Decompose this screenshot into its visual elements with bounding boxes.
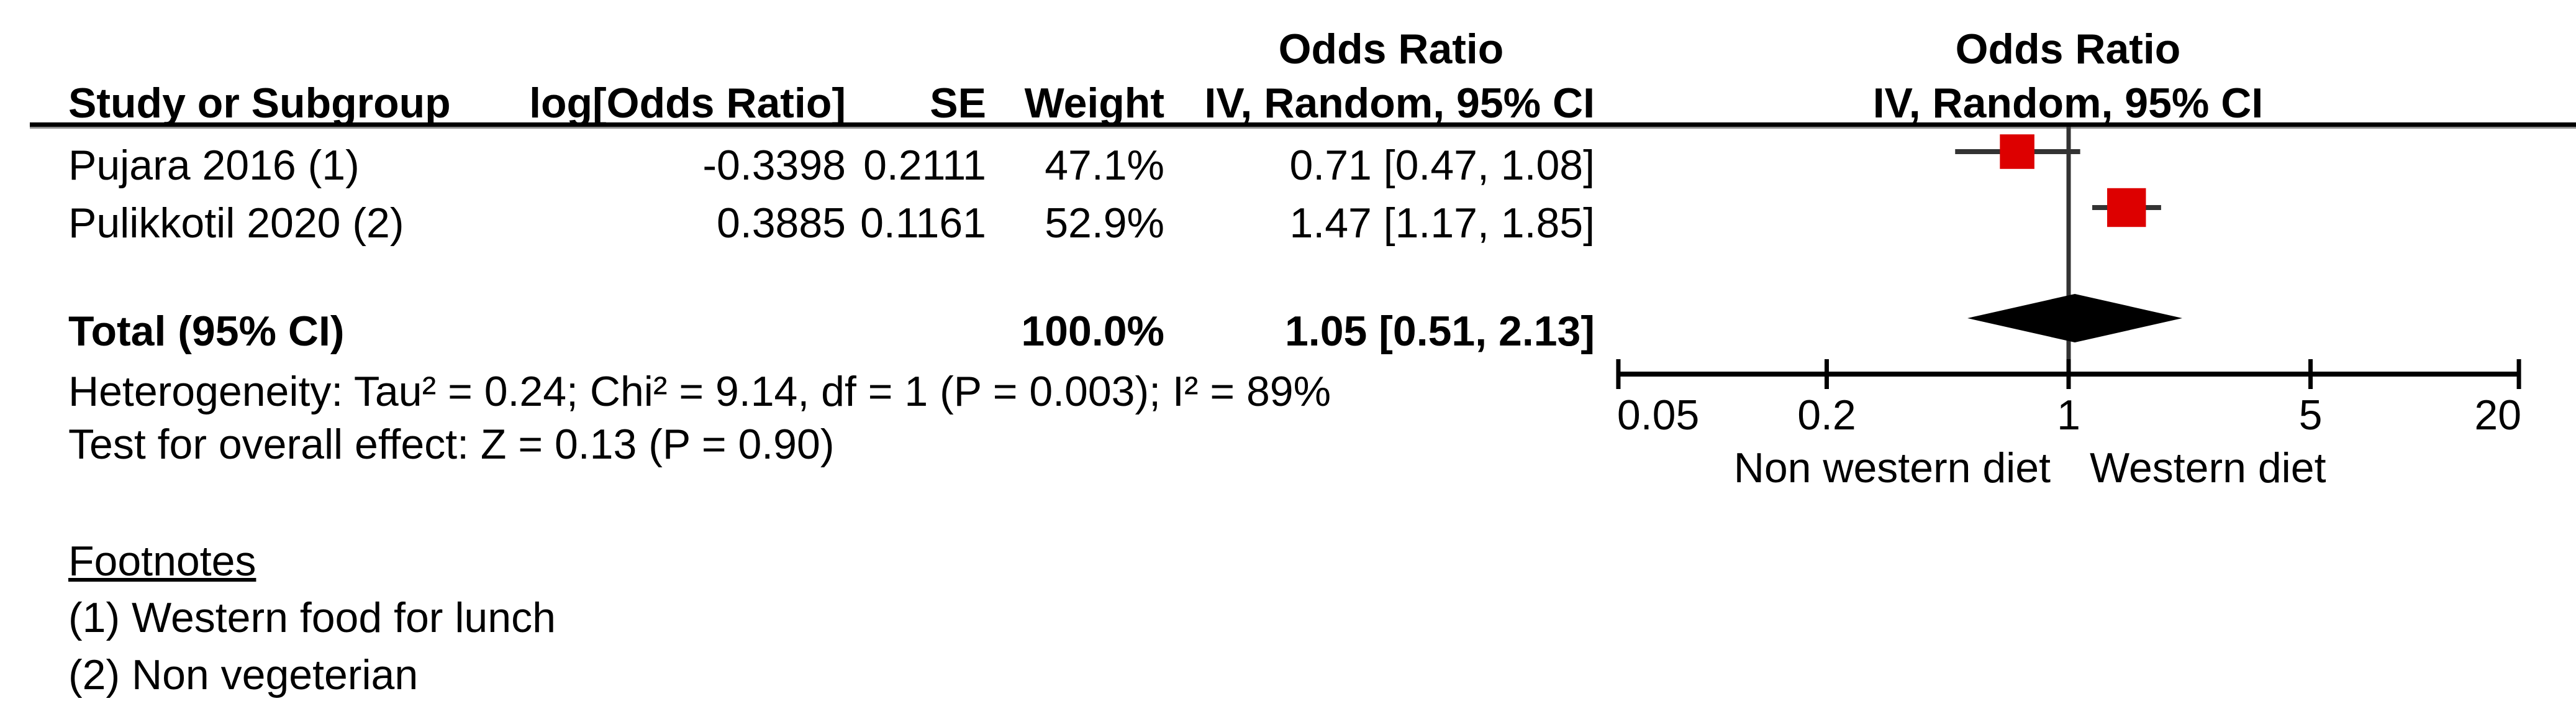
study-log-or: -0.3398 — [702, 142, 846, 189]
axis-tick-label: 20 — [2474, 392, 2521, 439]
study-name: Pujara 2016 (1) — [68, 142, 360, 189]
study-ci: 0.71 [0.47, 1.08] — [1289, 142, 1595, 189]
odds-ratio-header-plot: Odds Ratio — [1955, 25, 2181, 73]
study-se: 0.2111 — [863, 142, 986, 189]
axis-tick-label: 0.2 — [1797, 392, 1856, 439]
total-ci: 1.05 [0.51, 2.13] — [1284, 308, 1595, 355]
footnotes-title: Footnotes — [68, 538, 256, 585]
col-header-weight: Weight — [1024, 80, 1164, 127]
header-separator-line — [30, 122, 2576, 129]
col-header-plot-ci: IV, Random, 95% CI — [1872, 80, 2264, 127]
study-marker — [2000, 134, 2034, 169]
axis-tick-label: 0.05 — [1617, 392, 1699, 439]
axis-tick-label: 5 — [2299, 392, 2323, 439]
col-header-study: Study or Subgroup — [68, 80, 451, 127]
study-weight: 52.9% — [1045, 199, 1164, 247]
footnote-1: (1) Western food for lunch — [68, 594, 556, 641]
overall-effect-text: Test for overall effect: Z = 0.13 (P = 0… — [68, 421, 835, 468]
heterogeneity-text: Heterogeneity: Tau² = 0.24; Chi² = 9.14,… — [68, 368, 1331, 415]
study-weight: 47.1% — [1045, 142, 1164, 189]
total-diamond — [1967, 294, 2183, 342]
col-header-log-or: log[Odds Ratio] — [529, 80, 846, 127]
footnote-2: (2) Non vegeterian — [68, 651, 419, 698]
axis-tick-label: 1 — [2057, 392, 2080, 439]
study-marker — [2107, 188, 2146, 227]
study-log-or: 0.3885 — [717, 199, 846, 247]
total-label: Total (95% CI) — [68, 308, 345, 355]
total-weight: 100.0% — [1021, 308, 1164, 355]
odds-ratio-header-table: Odds Ratio — [1278, 25, 1504, 73]
study-name: Pulikkotil 2020 (2) — [68, 199, 404, 247]
study-se: 0.1161 — [860, 199, 986, 247]
axis-label-right: Western diet — [2090, 444, 2326, 492]
col-header-ci: IV, Random, 95% CI — [1204, 80, 1595, 127]
study-ci: 1.47 [1.17, 1.85] — [1289, 199, 1595, 247]
col-header-se: SE — [930, 80, 986, 127]
axis-label-left: Non western diet — [1734, 444, 2051, 492]
